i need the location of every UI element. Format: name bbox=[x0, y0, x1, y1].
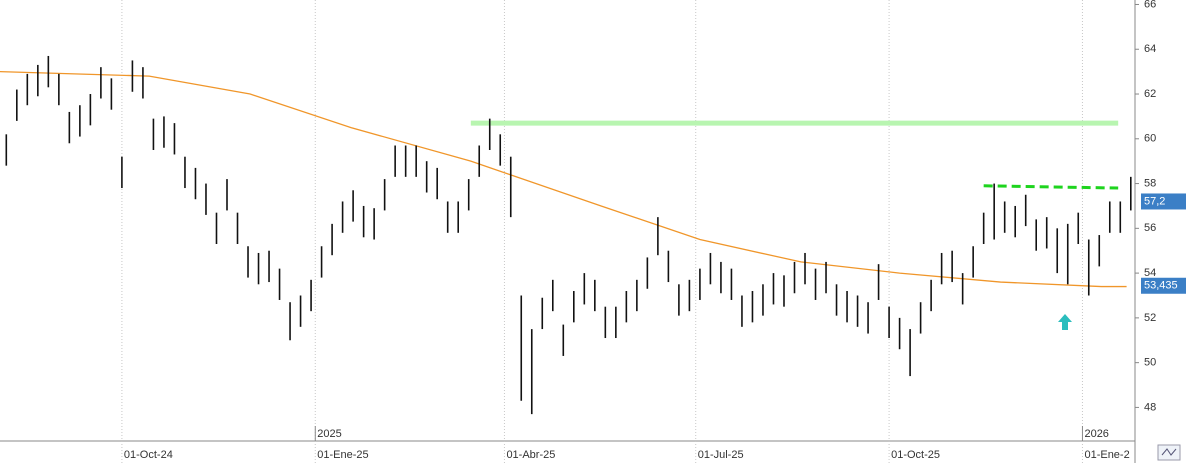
settings-glyph bbox=[1161, 448, 1177, 456]
y-tick-label: 62 bbox=[1144, 88, 1156, 100]
x-tick-label: 01-Jul-25 bbox=[698, 449, 744, 461]
x-tick-label: 01-Abr-25 bbox=[506, 449, 555, 461]
year-label: 2026 bbox=[1084, 428, 1108, 440]
x-tick-label: 01-Ene-25 bbox=[317, 449, 368, 461]
y-tick-label: 50 bbox=[1144, 357, 1156, 369]
y-tick-label: 48 bbox=[1144, 401, 1156, 413]
year-label: 2025 bbox=[317, 428, 341, 440]
y-tick-label: 64 bbox=[1144, 43, 1156, 55]
y-tick-label: 58 bbox=[1144, 177, 1156, 189]
x-tick-label: 01-Oct-24 bbox=[124, 449, 173, 461]
dashed-level-line bbox=[983, 184, 1119, 190]
price-tag-label: 53,435 bbox=[1144, 280, 1178, 292]
moving-average bbox=[0, 70, 1127, 288]
price-tag bbox=[1141, 277, 1186, 294]
y-tick-label: 54 bbox=[1144, 267, 1156, 279]
y-tick-label: 52 bbox=[1144, 312, 1156, 324]
x-tick-label: 01-Ene-2 bbox=[1084, 449, 1129, 461]
y-tick-label: 66 bbox=[1144, 0, 1156, 10]
price-tag-label: 57,2 bbox=[1144, 195, 1165, 207]
grid-layer bbox=[121, 0, 1083, 463]
x-tick-label: 01-Oct-25 bbox=[891, 449, 940, 461]
price-tag bbox=[1141, 193, 1186, 210]
y-tick-label: 56 bbox=[1144, 222, 1156, 234]
y-tick-label: 60 bbox=[1144, 133, 1156, 145]
signal-arrow bbox=[1058, 314, 1072, 330]
